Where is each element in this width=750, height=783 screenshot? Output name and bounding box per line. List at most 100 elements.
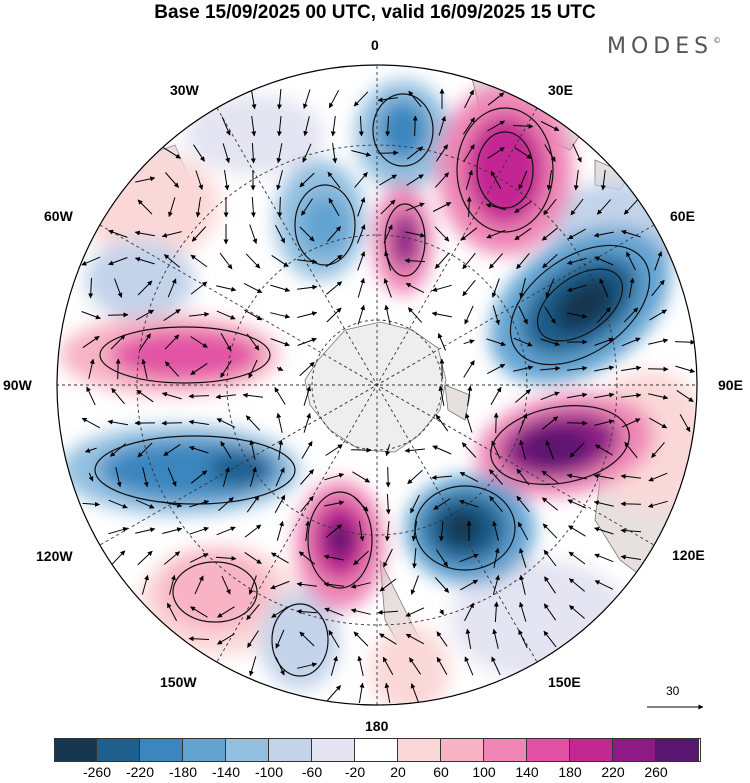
wind-vector bbox=[274, 387, 286, 405]
wind-vector bbox=[250, 89, 257, 110]
wind-vector bbox=[167, 278, 177, 298]
wind-vector bbox=[594, 337, 614, 346]
wind-vector bbox=[303, 385, 311, 406]
wind-vector bbox=[350, 608, 371, 615]
wind-vector bbox=[136, 309, 155, 321]
wind-vector bbox=[594, 419, 615, 426]
wind-vector bbox=[81, 311, 101, 320]
wind-vector bbox=[108, 499, 128, 509]
wind-vector bbox=[567, 392, 588, 399]
wind-vector bbox=[137, 442, 153, 458]
wind-vector bbox=[300, 495, 314, 513]
wind-vector bbox=[466, 196, 472, 218]
wind-vector bbox=[544, 144, 556, 162]
wind-vector bbox=[357, 304, 365, 325]
colorbar-tick-label: -100 bbox=[254, 764, 284, 780]
wind-vector bbox=[545, 278, 555, 298]
wind-vector bbox=[651, 279, 665, 297]
wind-vector bbox=[491, 656, 501, 676]
wind-vector bbox=[251, 116, 257, 137]
wind-vector bbox=[88, 472, 94, 482]
wind-vector bbox=[459, 499, 479, 508]
wind-vector bbox=[600, 170, 606, 191]
wind-vector bbox=[189, 553, 209, 563]
wind-vector bbox=[432, 202, 452, 212]
wind-vector bbox=[163, 551, 181, 565]
wind-vector bbox=[161, 392, 182, 400]
wind-vector bbox=[567, 365, 588, 371]
wind-vector bbox=[569, 442, 585, 458]
anomaly-pos-center-top-core bbox=[390, 212, 420, 268]
wind-vector bbox=[297, 662, 318, 669]
lon-label-60e: 60E bbox=[670, 208, 695, 224]
wind-vector bbox=[405, 633, 425, 645]
wind-vector bbox=[246, 333, 260, 351]
wind-vector bbox=[299, 226, 315, 242]
wind-vector bbox=[166, 602, 178, 622]
wind-vector bbox=[328, 89, 340, 109]
wind-vector bbox=[379, 578, 397, 592]
wind-vector bbox=[489, 495, 503, 513]
wind-vector bbox=[461, 442, 477, 458]
colorbar-swatch bbox=[527, 738, 570, 762]
wind-vector bbox=[462, 252, 476, 270]
wind-vector bbox=[163, 308, 181, 322]
lon-label-150w: 150W bbox=[160, 674, 197, 690]
wind-vector bbox=[543, 549, 557, 567]
wind-vector bbox=[435, 549, 449, 567]
wind-vector bbox=[303, 412, 311, 433]
wind-vector bbox=[297, 311, 318, 318]
wind-vector bbox=[516, 252, 530, 270]
wind-vector bbox=[623, 199, 639, 215]
wind-vector bbox=[278, 439, 284, 460]
wind-vector bbox=[384, 304, 391, 325]
lon-label-30w: 30W bbox=[170, 82, 199, 98]
land-antarctica bbox=[304, 321, 447, 453]
wind-vector bbox=[167, 467, 177, 487]
wind-vector bbox=[518, 170, 528, 190]
wind-vector bbox=[162, 501, 183, 508]
wind-vector bbox=[541, 416, 559, 430]
wind-vector bbox=[410, 494, 420, 514]
wind-vector bbox=[350, 582, 371, 589]
wind-vector bbox=[246, 603, 260, 621]
wind-vector bbox=[566, 473, 587, 480]
wind-vector bbox=[276, 366, 284, 371]
wind-vector bbox=[221, 575, 231, 595]
wind-vector bbox=[406, 146, 424, 160]
wind-vector bbox=[161, 231, 182, 238]
wind-vector bbox=[519, 574, 526, 595]
wind-vector bbox=[493, 412, 499, 434]
wind-vector bbox=[243, 282, 263, 294]
wind-vector bbox=[277, 88, 282, 110]
wind-vector bbox=[351, 150, 372, 157]
wind-vector bbox=[384, 521, 390, 542]
wind-vector bbox=[220, 360, 232, 378]
wind-vector bbox=[107, 419, 128, 426]
wind-vector bbox=[216, 526, 236, 536]
wind-vector bbox=[568, 525, 586, 537]
wind-vector bbox=[82, 501, 100, 507]
wind-vector bbox=[515, 389, 531, 403]
anomaly-field bbox=[60, 80, 697, 705]
wind-vector bbox=[596, 199, 612, 215]
colorbar-tick-label: 140 bbox=[515, 764, 539, 780]
colorbar bbox=[54, 738, 699, 762]
wind-vector bbox=[384, 682, 391, 703]
wind-vector bbox=[216, 418, 236, 428]
wind-vector bbox=[165, 172, 179, 188]
wind-vector bbox=[439, 609, 444, 616]
wind-vector bbox=[566, 420, 588, 426]
wind-vector bbox=[222, 143, 230, 164]
wind-vector bbox=[190, 281, 208, 295]
colorbar-swatch bbox=[656, 738, 699, 762]
wind-vector bbox=[405, 202, 425, 212]
reference-vector-label: 30 bbox=[666, 684, 680, 698]
wind-vector bbox=[543, 603, 557, 621]
wind-vector bbox=[323, 554, 344, 561]
wind-vector bbox=[190, 336, 208, 348]
wind-vector bbox=[487, 92, 505, 106]
contour-4 bbox=[509, 244, 651, 366]
wind-vector bbox=[136, 389, 154, 403]
